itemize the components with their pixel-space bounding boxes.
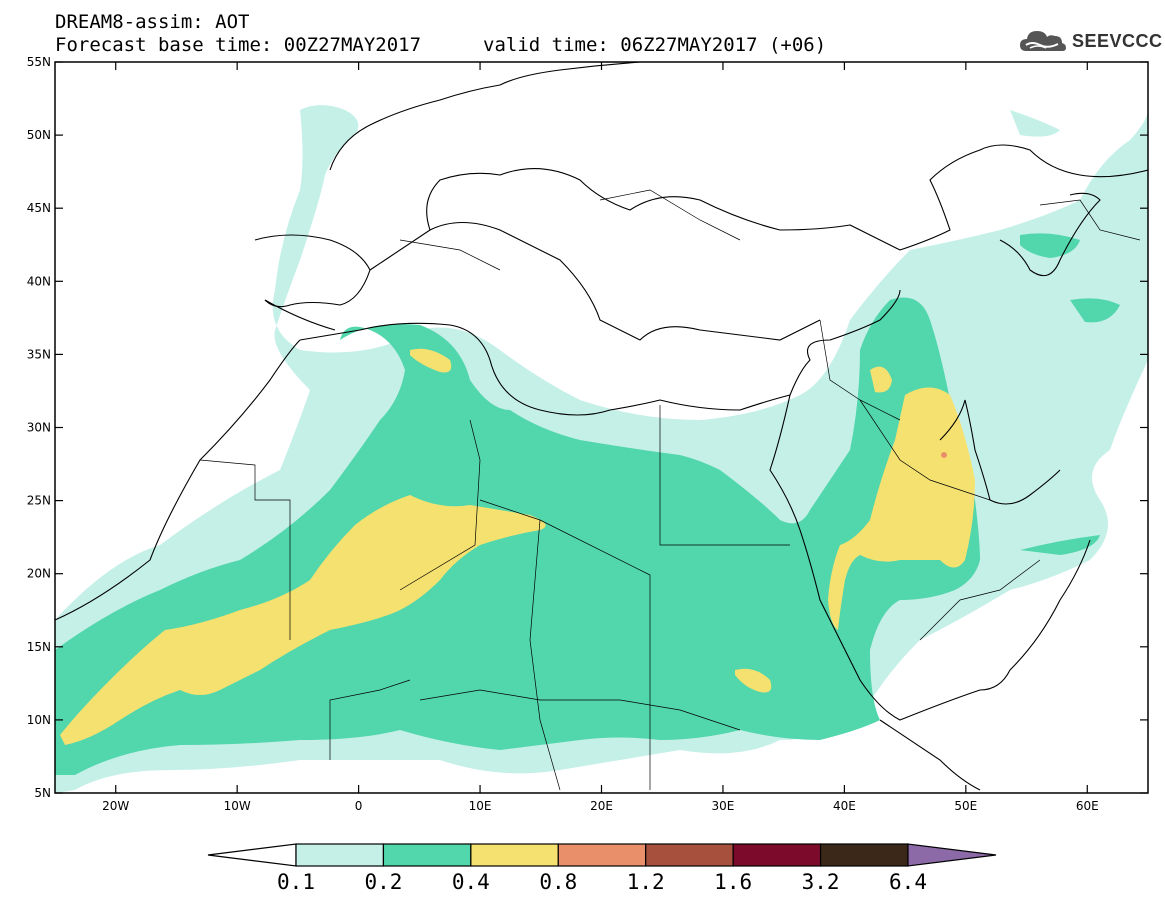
aot-field [55,105,1148,793]
lon-tick-label: 20W [102,799,129,813]
lon-tick-label: 40E [833,799,856,813]
lat-tick-label: 10N [27,713,51,727]
lat-tick-label: 25N [27,494,51,508]
lon-tick-label: 10E [469,799,492,813]
lat-tick-label: 20N [27,567,51,581]
colorbar-box [382,843,472,867]
borders [199,189,1141,791]
forecast-base-time: Forecast base time: 00Z27MAY2017 [55,34,422,56]
lon-tick-label: 30E [712,799,735,813]
colorbar-box [295,843,385,867]
valid-time: valid time: 06Z27MAY2017 (+06) [483,34,827,56]
colorbar-box [819,843,909,867]
lon-tick-label: 20E [590,799,613,813]
colorbar-label: 0.4 [451,870,490,894]
map-title: DREAM8-assim: AOT [55,11,250,33]
lat-tick-label: 45N [27,201,51,215]
colorbar-label: 0.2 [364,870,403,894]
lat-tick-label: 30N [27,421,51,435]
colorbar-label: 6.4 [889,870,927,894]
colorbar-max-arrow [907,843,997,867]
lat-ticks: 5N 10N 15N 20N 25N 30N 35N 40N 45N 50N 55N [27,55,1148,800]
lat-tick-label: 5N [34,786,51,800]
colorbar-box [645,843,734,867]
colorbar-min-arrow [207,843,297,867]
colorbar-box [557,843,647,867]
colorbar [207,843,997,867]
lon-tick-label: 50E [954,799,977,813]
aot-contour-0.2 [55,233,1120,775]
lat-tick-label: 40N [27,274,51,288]
lon-tick-label: 0 [355,799,363,813]
lat-tick-label: 50N [27,128,51,142]
coastlines [55,62,1148,791]
lon-tick-label: 10W [224,799,251,813]
lat-tick-label: 55N [27,55,51,69]
lon-tick-label: 60E [1076,799,1099,813]
aot-contour-0.8 [941,452,947,458]
colorbar-box [470,843,559,867]
logo-text: SEEVCCC [1072,30,1163,51]
colorbar-label: 3.2 [801,870,840,894]
lat-tick-label: 15N [27,640,51,654]
colorbar-label: 0.1 [277,870,315,894]
colorbar-label: 0.8 [539,870,578,894]
lat-tick-label: 35N [27,347,51,361]
colorbar-label: 1.6 [714,870,753,894]
cloud-icon [1020,31,1066,51]
seevccc-logo: SEEVCCC [1018,26,1163,56]
colorbar-box [732,843,822,867]
colorbar-label: 1.2 [626,870,665,894]
lon-ticks: 20W 10W 0 10E 20E 30E 40E 50E 60E [102,62,1099,813]
aot-contour-0.4 [60,348,975,745]
